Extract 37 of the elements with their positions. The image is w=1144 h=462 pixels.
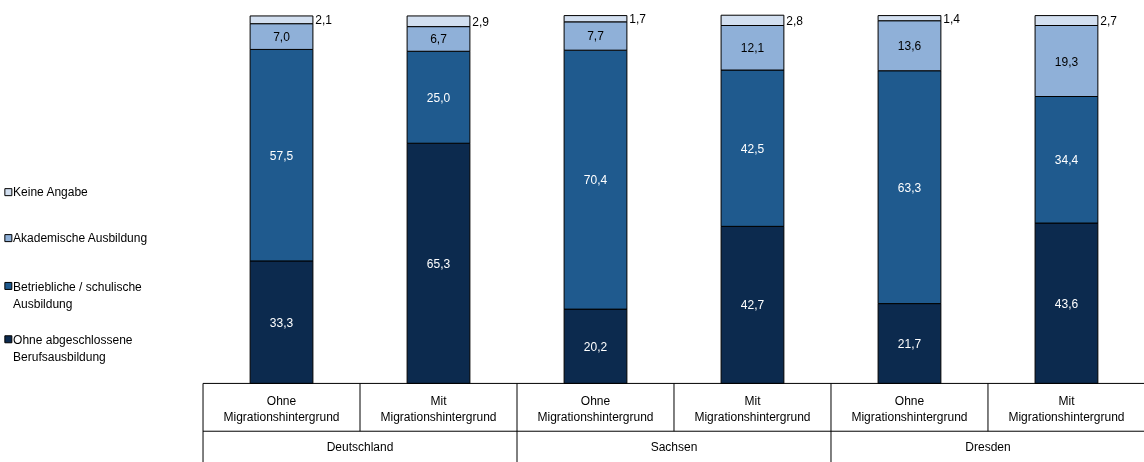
x-tick-label: Mit Migrationshintergrund — [1008, 394, 1125, 424]
data-label: 2,7 — [1100, 14, 1118, 29]
data-label: 20,2 — [583, 339, 608, 354]
legend-label: Akademische Ausbildung — [13, 231, 148, 246]
legend-label: Keine Angabe — [13, 185, 89, 200]
data-label: 2,1 — [315, 13, 333, 28]
legend-label: Ohne abgeschlossene Berufsausbildung — [13, 333, 133, 365]
data-label: 12,1 — [740, 41, 765, 56]
data-label: 25,0 — [426, 90, 451, 105]
data-label: 7,7 — [587, 29, 605, 44]
text: Deutschland — [326, 440, 394, 455]
data-label: 13,6 — [897, 39, 922, 54]
data-label: 63,3 — [897, 180, 922, 195]
legend-label: Betriebliche / schulische Ausbildung — [13, 279, 143, 311]
data-label: 19,3 — [1054, 54, 1079, 69]
text: Sachsen — [650, 440, 698, 455]
text: Dresden — [965, 440, 1011, 455]
data-label: 70,4 — [583, 173, 608, 188]
data-label: 1,4 — [943, 11, 961, 26]
x-tick-label: Ohne Migrationshintergrund — [851, 394, 968, 424]
data-label: 65,3 — [426, 256, 451, 271]
x-tick-label: Ohne Migrationshintergrund — [223, 394, 340, 424]
data-label: 6,7 — [430, 32, 448, 47]
data-label: 34,4 — [1054, 153, 1079, 168]
x-tick-label: Mit Migrationshintergrund — [694, 394, 811, 424]
data-label: 57,5 — [269, 148, 294, 163]
x-tick-label: Ohne Migrationshintergrund — [537, 394, 654, 424]
data-label: 21,7 — [897, 337, 922, 352]
data-label: 7,0 — [273, 30, 291, 45]
data-label: 2,9 — [472, 14, 490, 29]
data-label: 42,5 — [740, 141, 765, 156]
data-label: 43,6 — [1054, 296, 1079, 311]
data-label: 33,3 — [269, 315, 294, 330]
x-tick-label: Mit Migrationshintergrund — [380, 394, 497, 424]
data-label: 2,8 — [786, 13, 804, 28]
data-label: 1,7 — [629, 12, 647, 27]
data-label: 42,7 — [740, 298, 765, 313]
